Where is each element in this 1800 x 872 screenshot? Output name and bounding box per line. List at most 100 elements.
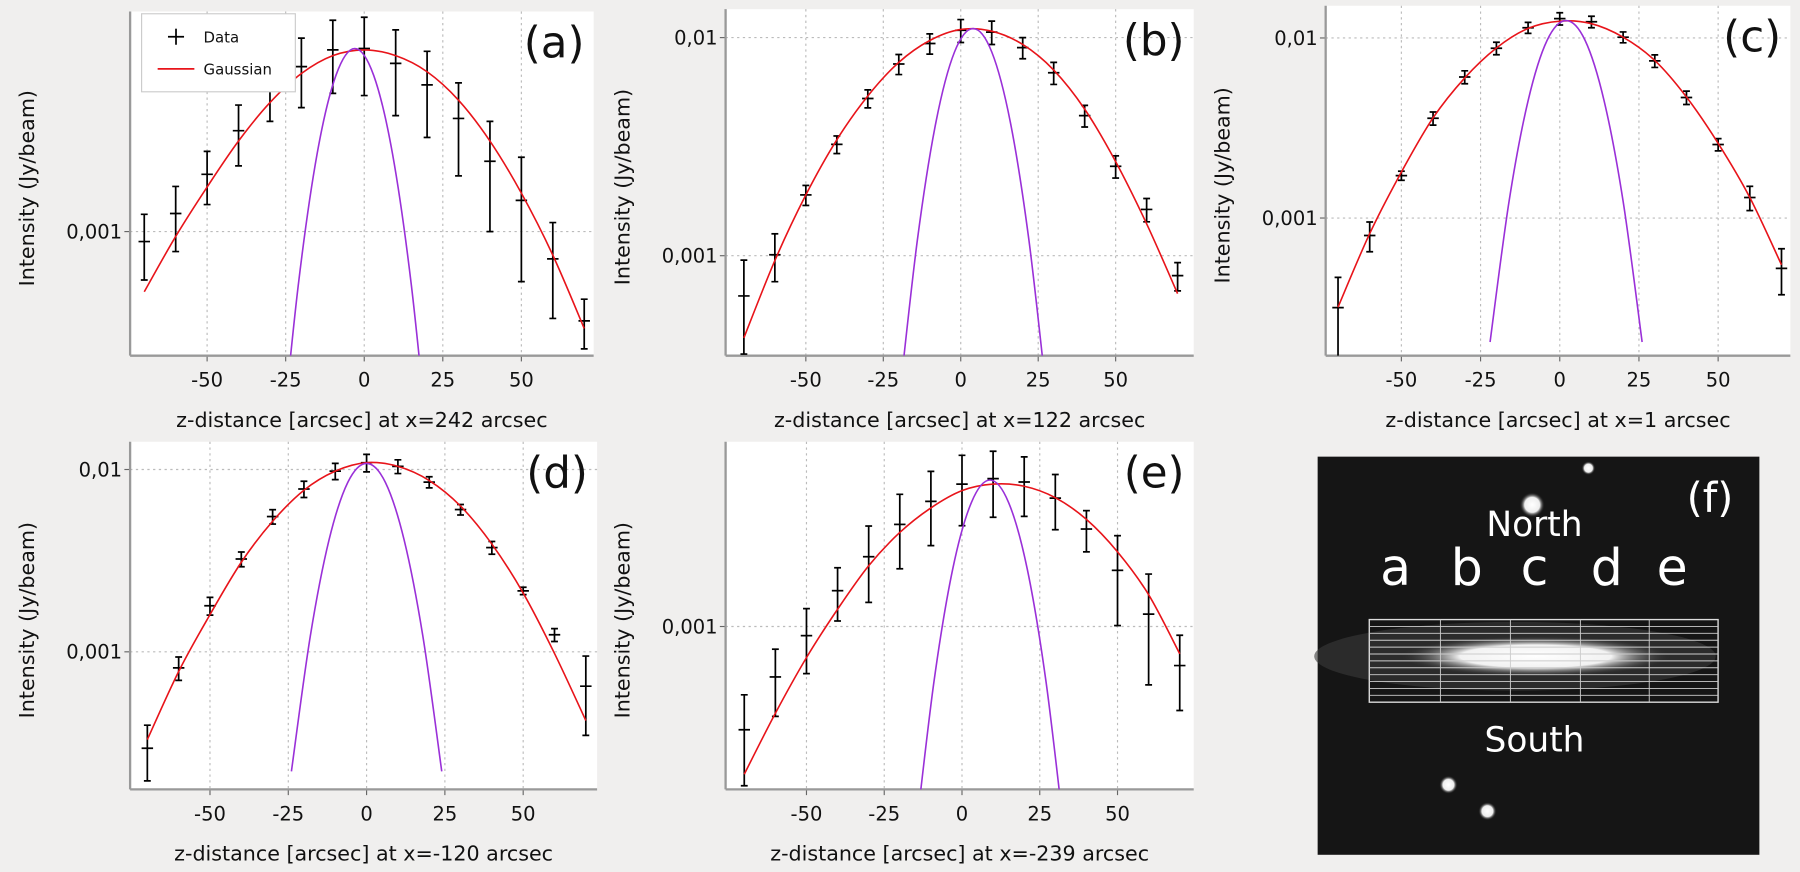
- plot-content: [138, 16, 590, 356]
- data-point: [421, 50, 433, 139]
- x-tick-label: 25: [432, 802, 457, 825]
- strip-letter: c: [1521, 538, 1549, 597]
- plot-content: [141, 453, 592, 782]
- data-point: [141, 724, 154, 782]
- x-tick-label: 50: [1105, 802, 1130, 825]
- plot-content: [738, 450, 1186, 790]
- y-axis-label: Intensity (Jy/beam): [15, 90, 39, 286]
- curve: [1489, 19, 1643, 343]
- x-axis-label: z-distance [arcsec] at x=-239 arcsec: [770, 842, 1149, 866]
- y-axis-label: Intensity (Jy/beam): [15, 522, 39, 718]
- data-point: [1140, 197, 1153, 223]
- data-point: [1142, 573, 1155, 686]
- legend-label: Data: [204, 28, 240, 46]
- x-tick-label: 25: [1027, 802, 1052, 825]
- y-axis-label: Intensity (Jy/beam): [610, 89, 634, 285]
- data-point: [201, 150, 213, 206]
- panel-label: (b): [1123, 16, 1185, 66]
- data-point: [327, 19, 339, 95]
- data-point: [389, 29, 402, 117]
- data-point: [169, 185, 182, 253]
- data-point: [1554, 11, 1566, 26]
- x-tick-label: -25: [272, 802, 304, 825]
- x-tick-label: -25: [1465, 369, 1497, 392]
- data-point: [862, 525, 875, 604]
- y-tick-label: 0,01: [1274, 27, 1317, 50]
- y-tick-label: 0,001: [66, 641, 122, 664]
- data-point: [1585, 15, 1598, 29]
- chart: -50 -25 0 25 50 0,001 z-distance [arcsec] at x…: [15, 11, 594, 432]
- x-tick-label: -50: [191, 369, 223, 392]
- curve: [143, 49, 585, 329]
- panel-label: (f): [1687, 474, 1734, 522]
- plot-area: [1325, 5, 1791, 356]
- data-point: [235, 551, 248, 568]
- data-point: [580, 655, 592, 737]
- y-tick-label: 0,001: [66, 220, 122, 243]
- data-point: [1049, 473, 1062, 531]
- x-tick-label: 25: [1627, 369, 1652, 392]
- x-tick-label: 50: [1103, 369, 1128, 392]
- data-point: [1047, 61, 1060, 86]
- x-tick-label: 0: [358, 369, 370, 392]
- strip-letter: b: [1451, 538, 1483, 597]
- data-point: [862, 88, 874, 109]
- panel-label: (a): [524, 18, 585, 68]
- data-point: [769, 232, 781, 283]
- x-axis-label: z-distance [arcsec] at x=1 arcsec: [1385, 408, 1730, 432]
- y-tick-label: 0,01: [674, 26, 717, 49]
- y-tick-label: 0,01: [79, 458, 122, 481]
- x-tick-label: 0: [955, 369, 967, 392]
- curve: [743, 27, 1179, 339]
- x-tick-label: -50: [791, 802, 823, 825]
- x-tick-label: 25: [430, 369, 455, 392]
- x-tick-label: -50: [194, 802, 226, 825]
- data-point: [1080, 509, 1093, 553]
- x-tick-label: -25: [270, 369, 302, 392]
- data-point: [738, 259, 750, 355]
- panel-label: (d): [526, 449, 588, 499]
- curve: [290, 462, 443, 772]
- x-tick-label: 50: [511, 802, 536, 825]
- x-tick-label: -50: [790, 369, 822, 392]
- curve: [743, 483, 1181, 775]
- star: [1581, 461, 1596, 476]
- y-tick-label: 0,001: [662, 615, 718, 638]
- curve: [903, 27, 1044, 356]
- x-axis-label: z-distance [arcsec] at x=-120 arcsec: [174, 842, 553, 866]
- data-point: [1173, 634, 1186, 712]
- chart: -50 -25 0 25 50 0,001 0,01 z-distance [arcsec] …: [610, 9, 1194, 432]
- strip-letter: d: [1591, 538, 1623, 597]
- x-tick-label: -50: [1385, 369, 1417, 392]
- x-tick-label: 0: [360, 802, 372, 825]
- legend-label: Gaussian: [204, 61, 272, 79]
- data-point: [232, 104, 245, 167]
- strip-letter: a: [1380, 538, 1411, 597]
- x-tick-label: 25: [1026, 369, 1051, 392]
- south-label: South: [1484, 721, 1584, 761]
- strip-letter: e: [1657, 538, 1688, 597]
- chart: -50 -25 0 25 50 0,001 z-distance [arcsec] at x…: [610, 441, 1194, 866]
- x-tick-label: 0: [956, 802, 968, 825]
- x-tick-label: 50: [1706, 369, 1731, 392]
- plot-area: [725, 441, 1194, 790]
- curve: [1337, 20, 1783, 308]
- data-point: [1332, 276, 1344, 356]
- galaxy: [1397, 635, 1674, 677]
- data-point: [893, 53, 905, 76]
- x-tick-label: -25: [867, 369, 899, 392]
- y-tick-label: 0,001: [662, 245, 718, 268]
- star: [1519, 492, 1545, 518]
- plot-content: [1332, 11, 1788, 356]
- data-point: [423, 475, 435, 489]
- x-tick-label: 0: [1554, 369, 1566, 392]
- data-point: [1171, 261, 1184, 292]
- data-point: [1016, 36, 1029, 60]
- star: [1478, 802, 1497, 821]
- data-point: [831, 566, 844, 622]
- x-tick-label: 50: [509, 369, 534, 392]
- y-tick-label: 0,001: [1262, 207, 1318, 230]
- data-point: [800, 607, 813, 675]
